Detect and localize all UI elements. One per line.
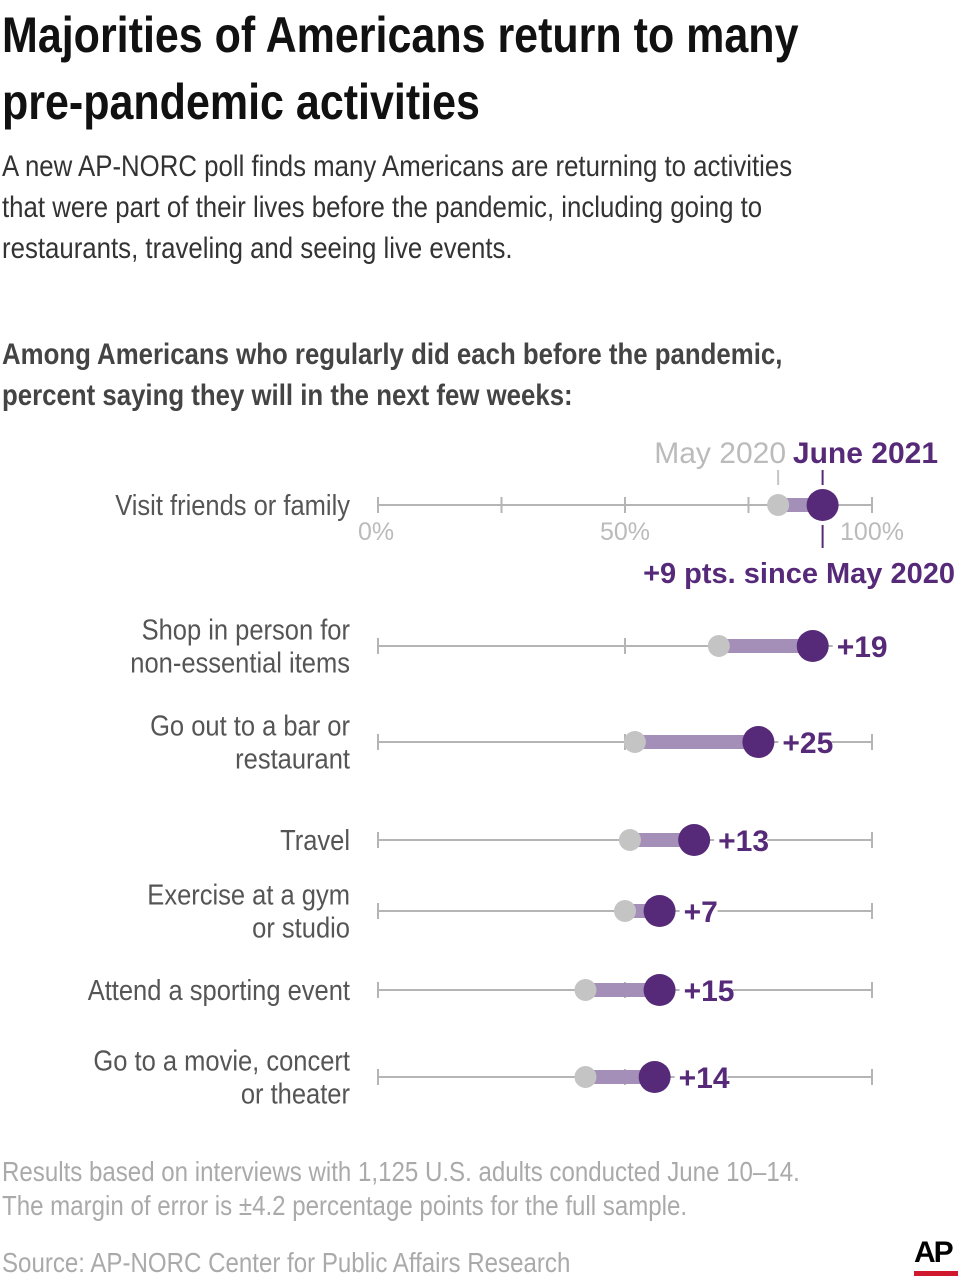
change-label: +19	[837, 631, 888, 664]
subtitle-line: A new AP-NORC poll finds many Americans …	[2, 150, 793, 183]
dot-may-2020	[707, 635, 730, 657]
change-label-bg	[714, 826, 768, 854]
dot-may-2020	[623, 731, 646, 753]
change-label: +13	[718, 825, 769, 858]
row-label: Exercise at a gym	[147, 878, 350, 911]
row-label: Attend a sporting event	[88, 973, 351, 1006]
title-line: pre-pandemic activities	[2, 74, 480, 130]
tick-label: 100%	[840, 518, 904, 546]
dot-june-2021	[796, 630, 829, 662]
note-line: The margin of error is ±4.2 percentage p…	[2, 1190, 688, 1221]
chart-notes: Results based on interviews with 1,125 U…	[2, 1155, 800, 1223]
change-label-bg	[778, 728, 832, 756]
chart-question: Among Americans who regularly did each b…	[2, 334, 782, 416]
change-label: +14	[679, 1062, 730, 1095]
change-label-bg	[674, 1063, 728, 1091]
title-line: Majorities of Americans return to many	[2, 7, 799, 63]
dot-june-2021	[806, 489, 839, 521]
question-line: Among Americans who regularly did each b…	[2, 338, 783, 371]
dot-june-2021	[643, 895, 676, 927]
subtitle-line: restaurants, traveling and seeing live e…	[2, 232, 513, 265]
row-label: Visit friends or family	[115, 488, 350, 521]
change-label-bg	[679, 897, 718, 925]
change-label: +7	[684, 896, 718, 929]
legend-june-2021: June 2021	[793, 437, 938, 470]
ap-logo-bar	[914, 1271, 958, 1276]
row-label: Travel	[280, 823, 350, 856]
change-label: +15	[684, 975, 735, 1008]
chart-title: Majorities of Americans return to many p…	[2, 2, 798, 136]
tick-label: 50%	[600, 518, 650, 546]
dot-may-2020	[618, 829, 641, 851]
note-line: Results based on interviews with 1,125 U…	[2, 1156, 800, 1187]
dot-june-2021	[638, 1061, 671, 1093]
change-note: +9 pts. since May 2020	[643, 558, 955, 590]
dot-may-2020	[574, 979, 597, 1001]
change-label: +25	[782, 727, 833, 760]
row-label: restaurant	[235, 742, 350, 775]
dot-may-2020	[767, 494, 790, 516]
dot-june-2021	[678, 824, 711, 856]
subtitle-line: that were part of their lives before the…	[2, 191, 763, 224]
row-label: or studio	[252, 911, 350, 944]
change-label-bg	[832, 632, 886, 660]
ap-logo-text: AP	[914, 1236, 954, 1269]
dot-june-2021	[742, 726, 775, 758]
row-label: Go out to a bar or	[150, 709, 350, 742]
row-label: or theater	[241, 1077, 350, 1110]
source-credit: Source: AP-NORC Center for Public Affair…	[2, 1247, 571, 1278]
row-label: Shop in person for	[142, 613, 350, 646]
dot-may-2020	[574, 1066, 597, 1088]
question-line: percent saying they will in the next few…	[2, 379, 573, 412]
chart-subtitle: A new AP-NORC poll finds many Americans …	[2, 146, 792, 269]
dot-june-2021	[643, 974, 676, 1006]
tick-label: 0%	[358, 518, 394, 546]
ap-logo: AP	[914, 1236, 958, 1276]
legend-may-2020: May 2020	[654, 437, 786, 470]
row-label: Go to a movie, concert	[93, 1044, 350, 1077]
dot-may-2020	[614, 900, 636, 922]
change-label-bg	[679, 976, 733, 1004]
row-label: non-essential items	[130, 646, 350, 679]
